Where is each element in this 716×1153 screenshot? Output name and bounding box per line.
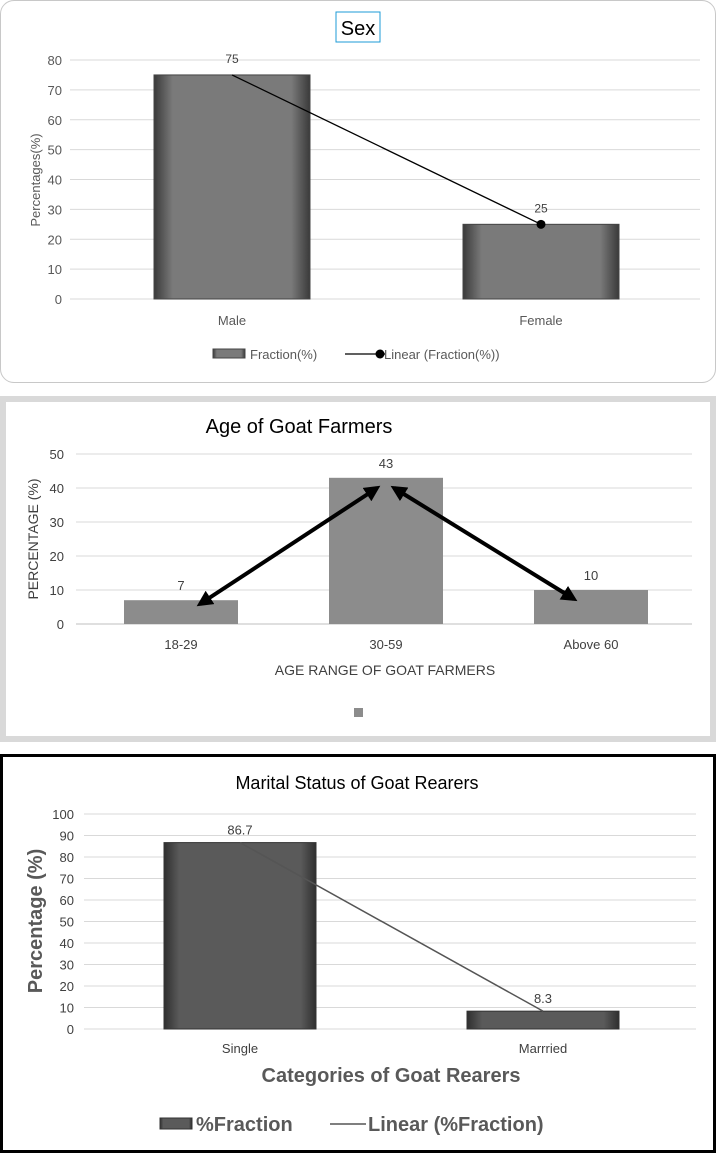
legend-swatch	[354, 708, 363, 717]
legend-swatch-bar	[159, 1117, 193, 1130]
y-tick-label: 30	[48, 202, 62, 217]
x-tick-label: Male	[218, 313, 246, 328]
y-tick-label: 20	[60, 979, 74, 994]
sex-chart: Sex 0 10 20 30 40 50 60 70 80 Percentages(%) Male Fe…	[28, 11, 700, 362]
bar	[124, 600, 238, 624]
y-axis-label: PERCENTAGE (%)	[25, 478, 41, 599]
y-tick-label: 40	[48, 173, 62, 188]
x-tick-label: 30-59	[369, 637, 402, 652]
y-tick-label: 20	[48, 232, 62, 247]
data-label: 25	[534, 201, 548, 215]
y-tick-label: 10	[50, 583, 64, 598]
y-tick-label: 50	[60, 915, 74, 930]
legend-swatch-bar	[212, 348, 246, 359]
bar	[466, 1010, 620, 1030]
y-tick-label: 30	[60, 958, 74, 973]
bar	[534, 590, 648, 624]
y-tick-label: 40	[50, 481, 64, 496]
y-tick-label: 80	[60, 850, 74, 865]
y-tick-label: 0	[67, 1022, 74, 1037]
data-label: 10	[584, 568, 598, 583]
legend-label: Fraction(%)	[250, 347, 317, 362]
y-tick-label: 100	[52, 807, 74, 822]
y-tick-label: 0	[55, 292, 62, 307]
y-tick-label: 90	[60, 829, 74, 844]
y-tick-label: 70	[48, 83, 62, 98]
chart-title: Marital Status of Goat Rearers	[235, 773, 478, 793]
y-tick-label: 70	[60, 872, 74, 887]
y-tick-label: 50	[50, 447, 64, 462]
y-tick-label: 80	[48, 53, 62, 68]
arrow-right	[390, 485, 578, 602]
data-label: 7	[177, 578, 184, 593]
marital-status-chart-panel	[0, 754, 716, 1153]
x-tick-label: Female	[519, 313, 562, 328]
bar	[462, 223, 620, 300]
y-tick-label: 30	[50, 515, 64, 530]
y-tick-label: 10	[48, 262, 62, 277]
legend-label: Linear (Fraction(%))	[384, 347, 500, 362]
sex-chart-panel	[0, 0, 716, 383]
legend-swatch-marker	[375, 349, 385, 359]
data-label: 86.7	[227, 823, 252, 838]
y-tick-label: 0	[57, 617, 64, 632]
x-axis-label: AGE RANGE OF GOAT FARMERS	[275, 662, 495, 678]
trendline	[239, 841, 544, 1012]
legend-label: %Fraction	[196, 1114, 293, 1136]
y-axis-label: Percentage (%)	[25, 849, 47, 994]
y-tick-label: 10	[60, 1001, 74, 1016]
trendline-marker	[536, 219, 546, 229]
y-tick-label: 60	[60, 893, 74, 908]
bar	[153, 74, 311, 300]
x-tick-label: Single	[222, 1041, 258, 1056]
chart-title: Sex	[341, 18, 375, 40]
arrow-left	[196, 485, 381, 607]
trendline	[231, 74, 542, 225]
age-chart: Age of Goat Farmers 0 10 20 30 40 50 PERCENTAGE…	[25, 416, 692, 717]
x-tick-label: Above 60	[564, 637, 619, 652]
y-tick-label: 20	[50, 549, 64, 564]
y-axis-label: Percentages(%)	[28, 133, 43, 226]
legend-label: Linear (%Fraction)	[368, 1114, 544, 1136]
data-label: 75	[225, 52, 239, 66]
y-tick-label: 50	[48, 143, 62, 158]
marital-status-chart: Marital Status of Goat Rearers 0 10 20 30 40 5…	[25, 773, 696, 1136]
chart-title: Age of Goat Farmers	[206, 416, 393, 438]
title-box	[335, 11, 381, 43]
bar	[329, 477, 443, 624]
data-label: 8.3	[534, 991, 552, 1006]
x-axis-label: Categories of Goat Rearers	[262, 1065, 521, 1087]
x-tick-label: Marrried	[519, 1041, 567, 1056]
bar	[163, 842, 317, 1030]
data-label: 43	[379, 456, 393, 471]
y-tick-label: 60	[48, 113, 62, 128]
y-tick-label: 40	[60, 936, 74, 951]
x-tick-label: 18-29	[164, 637, 197, 652]
